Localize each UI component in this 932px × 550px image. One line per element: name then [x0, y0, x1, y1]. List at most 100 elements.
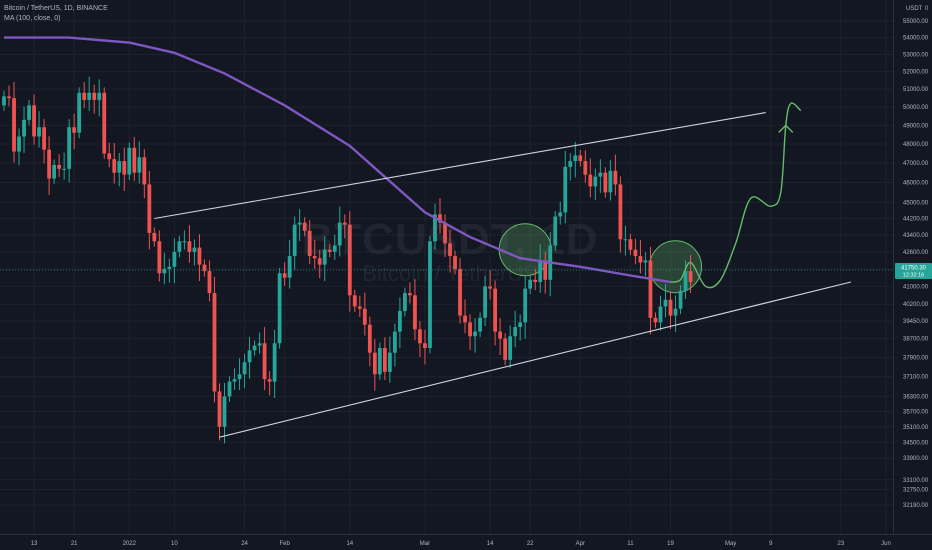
symbol-title[interactable]: Bitcoin / TetherUS, 1D, BINANCE: [4, 5, 108, 12]
candle-body-64: [322, 249, 327, 265]
candle-body-13: [67, 127, 72, 169]
candle-body-137: [688, 271, 693, 283]
candle-body-20: [102, 92, 107, 154]
candle-70: [352, 289, 357, 312]
x-tick-label-4: 24: [241, 541, 248, 547]
candle-66: [332, 234, 337, 261]
x-tick-label-7: Mar: [420, 541, 430, 547]
currency-label[interactable]: USDT: [906, 6, 923, 12]
candle-29: [147, 170, 152, 250]
candle-19: [97, 79, 102, 117]
candle-18: [92, 84, 97, 114]
trendlines[interactable]: [154, 112, 852, 438]
candle-body-4: [22, 119, 26, 137]
candle-body-80: [403, 293, 407, 311]
candle-59: [297, 209, 302, 242]
candle-117: [588, 158, 593, 198]
projection-arrowhead: [778, 124, 794, 133]
moving-average-line: [4, 36, 671, 284]
candle-55: [277, 267, 282, 349]
y-tick-label-4: 51000.00: [903, 87, 929, 93]
candle-body-41: [207, 271, 212, 294]
candle-body-102: [513, 326, 518, 337]
candle-79: [397, 297, 402, 349]
trendline-0: [154, 112, 766, 220]
candle-body-134: [673, 308, 678, 316]
y-tick-label-10: 45000.00: [903, 200, 929, 206]
x-tick-label-5: Feb: [279, 541, 290, 547]
candle-body-18: [92, 92, 97, 100]
candle-22: [112, 143, 117, 184]
candle-body-36: [182, 241, 187, 243]
candle-body-8: [42, 127, 46, 150]
zero-label: 0: [925, 6, 929, 12]
candle-16: [82, 81, 87, 109]
candle-108: [543, 252, 548, 294]
candle-128: [643, 252, 648, 277]
candle-body-51: [257, 343, 262, 346]
candle-body-76: [382, 347, 387, 372]
x-tick-label-11: 11: [627, 541, 634, 547]
candle-116: [583, 150, 588, 183]
candle-125: [628, 233, 633, 256]
candle-body-33: [167, 266, 172, 269]
candle-body-91: [458, 268, 462, 316]
y-tick-label-16: 40200.00: [903, 302, 929, 308]
candle-6: [32, 94, 36, 145]
candle-113: [568, 153, 573, 181]
candle-86: [433, 203, 437, 250]
candle-39: [197, 234, 202, 282]
candle-body-17: [87, 92, 92, 100]
candle-122: [613, 154, 618, 196]
candle-96: [483, 275, 487, 326]
candle-body-26: [132, 147, 137, 173]
candle-body-98: [493, 288, 498, 332]
y-tick-label-18: 38700.00: [903, 337, 929, 343]
candle-body-10: [52, 164, 57, 179]
candle-131: [658, 295, 663, 331]
candle-135: [678, 285, 683, 315]
candle-body-122: [613, 170, 618, 185]
candle-93: [468, 314, 472, 350]
candle-body-22: [112, 159, 117, 173]
candle-28: [142, 149, 147, 199]
candle-body-111: [558, 212, 563, 217]
candle-body-81: [408, 293, 412, 296]
candle-45: [227, 376, 232, 402]
candle-body-5: [27, 105, 31, 120]
x-tick-label-13: May: [725, 541, 736, 547]
candle-2: [12, 82, 16, 163]
time-axis[interactable]: 13 21 2022 10 24 Feb 14 Mar 14 22 Apr 11 19 May 9 23 Jun: [0, 534, 932, 550]
candle-52: [262, 327, 267, 391]
candle-body-82: [413, 295, 417, 330]
candle-body-43: [217, 391, 222, 427]
indicator-title[interactable]: MA (100, close, 0): [4, 15, 61, 22]
candle-body-95: [478, 317, 482, 332]
candle-44: [222, 382, 227, 444]
candle-body-117: [588, 174, 593, 187]
projection-path[interactable]: [670, 102, 802, 289]
x-tick-label-9: 22: [527, 541, 534, 547]
y-tick-label-2: 53000.00: [903, 52, 929, 58]
candle-body-56: [282, 273, 287, 278]
candle-32: [162, 252, 167, 285]
candle-body-97: [488, 286, 493, 289]
candle-65: [327, 244, 332, 258]
candle-body-6: [32, 105, 36, 137]
candle-3: [17, 128, 21, 166]
candle-83: [418, 321, 422, 357]
candle-body-34: [172, 251, 177, 267]
candle-body-87: [438, 214, 442, 223]
candle-111: [558, 201, 563, 225]
candle-78: [392, 323, 397, 367]
y-tick-label-5: 50000.00: [903, 105, 929, 111]
candle-body-77: [387, 352, 392, 372]
last-price-countdown: 12:32:16: [903, 273, 924, 279]
y-tick-label-0: 55000.00: [903, 19, 929, 25]
x-tick-label-0: 13: [31, 541, 38, 547]
candle-121: [608, 159, 613, 201]
candle-body-63: [317, 258, 322, 265]
candle-7: [37, 111, 41, 148]
candle-98: [493, 280, 498, 346]
